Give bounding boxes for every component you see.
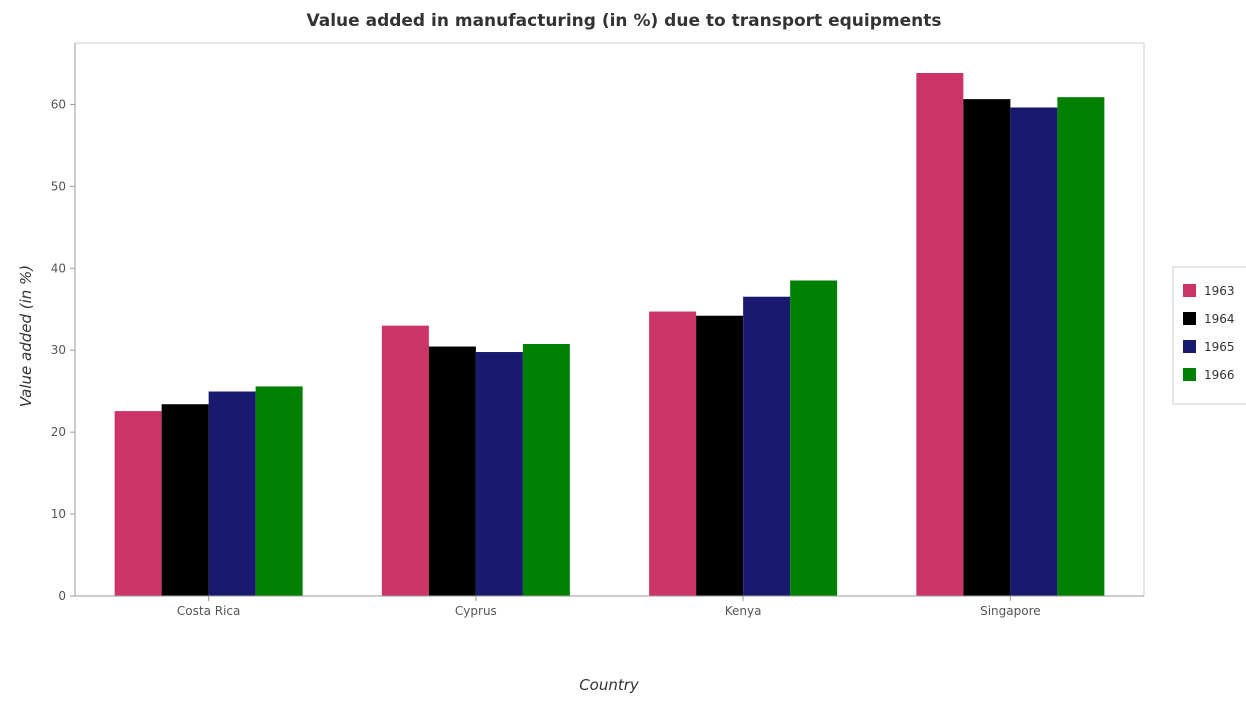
bar — [475, 352, 523, 596]
legend-label: 1963 — [1204, 284, 1235, 298]
y-axis: 0 10 20 30 40 50 60 — [51, 43, 76, 603]
bar — [381, 325, 429, 596]
legend-swatch — [1183, 340, 1196, 353]
bar — [161, 404, 209, 596]
chart-title: Value added in manufacturing (in %) due … — [307, 11, 942, 31]
x-tick-label: Costa Rica — [177, 604, 240, 618]
bar — [522, 343, 570, 596]
legend-label: 1965 — [1204, 340, 1235, 354]
y-tick-label: 10 — [51, 507, 66, 521]
bars-group — [114, 72, 1105, 597]
bar — [1010, 107, 1058, 596]
legend: 1963 1964 1965 1966 — [1172, 266, 1246, 405]
y-tick-label: 50 — [51, 179, 66, 193]
bar — [649, 311, 697, 596]
bar — [428, 346, 476, 596]
x-axis-label: Country — [579, 676, 640, 694]
x-tick-label: Singapore — [980, 604, 1041, 618]
y-tick-label: 60 — [51, 97, 66, 111]
legend-swatch — [1183, 284, 1196, 297]
bar — [916, 72, 964, 597]
x-axis: Costa Rica Cyprus Kenya Singapore — [75, 595, 1144, 618]
bar — [208, 391, 256, 596]
legend-swatch — [1183, 312, 1196, 325]
bar — [963, 99, 1011, 596]
legend-label: 1964 — [1204, 312, 1235, 326]
y-tick-label: 30 — [51, 343, 66, 357]
bar — [1057, 97, 1105, 596]
y-tick-label: 40 — [51, 261, 66, 275]
y-axis-label: Value added (in %) — [17, 265, 35, 407]
bar — [696, 315, 744, 596]
bar — [255, 386, 303, 596]
bar — [790, 280, 838, 596]
legend-label: 1966 — [1204, 368, 1235, 382]
y-tick-label: 20 — [51, 425, 66, 439]
x-tick-label: Cyprus — [455, 604, 497, 618]
y-tick-label: 0 — [58, 589, 66, 603]
x-tick-label: Kenya — [725, 604, 762, 618]
legend-swatch — [1183, 368, 1196, 381]
bar — [743, 296, 791, 596]
bar — [114, 411, 162, 596]
